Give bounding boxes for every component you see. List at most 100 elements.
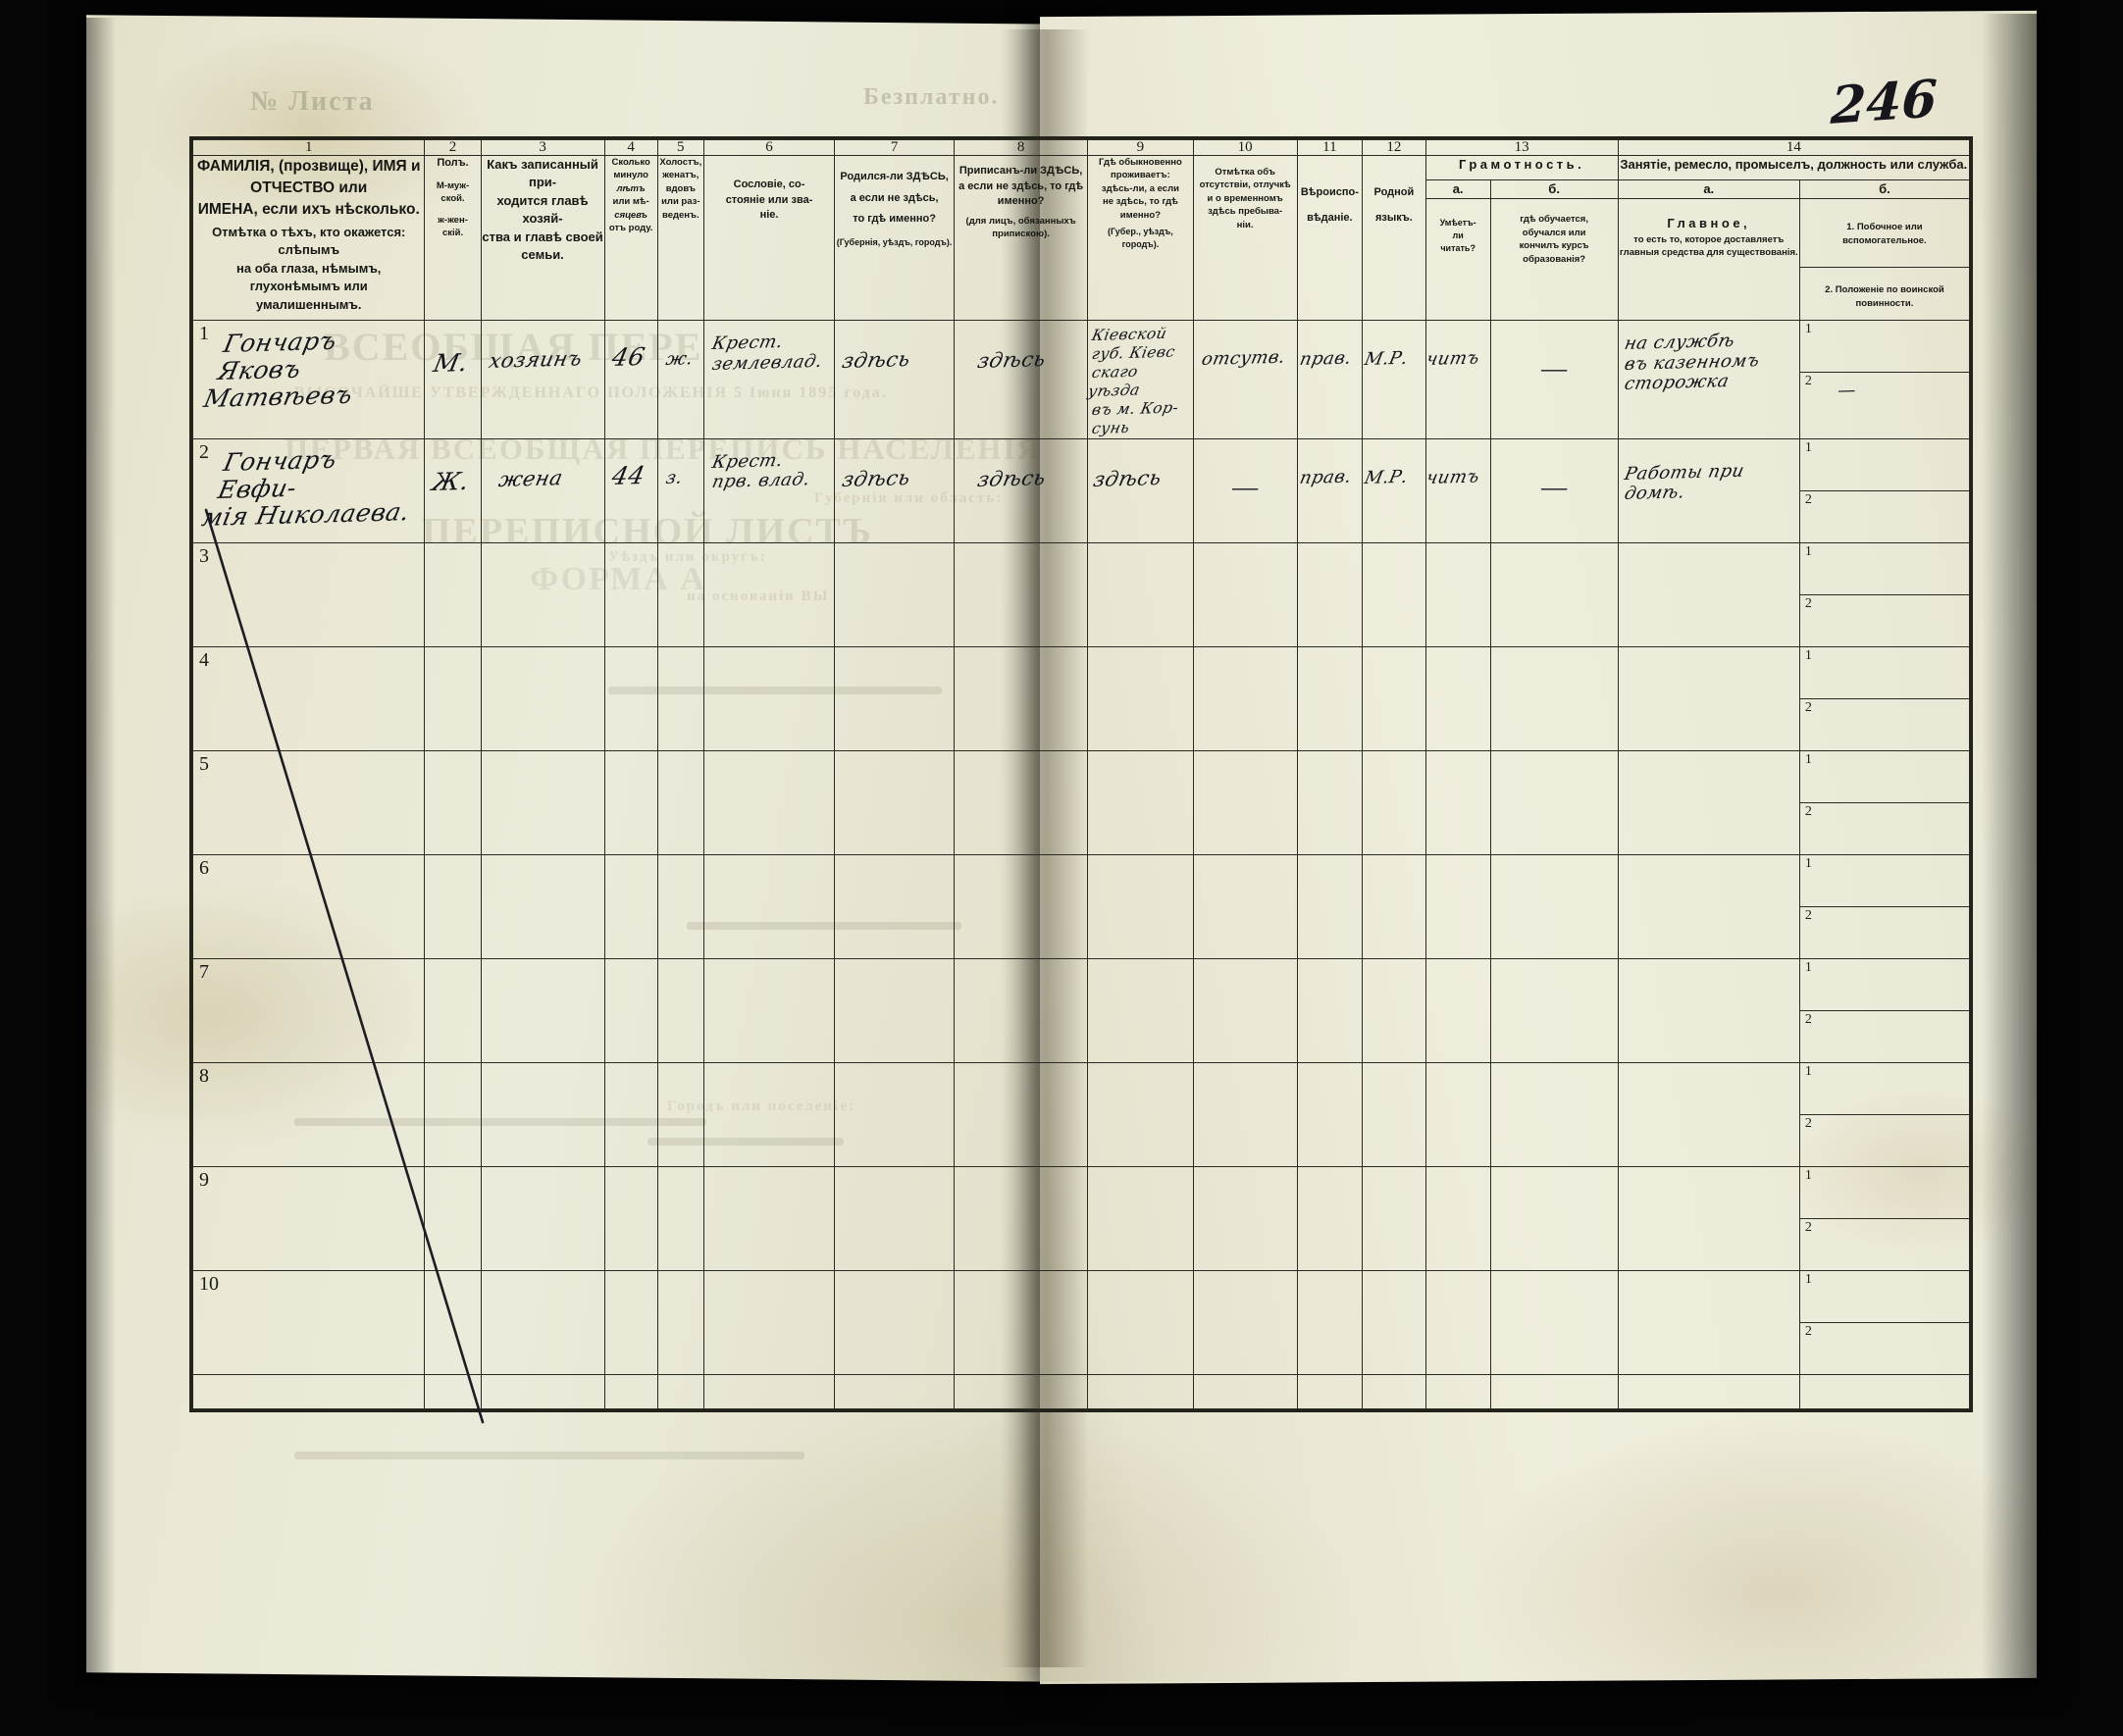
cell-religion[interactable] bbox=[1296, 957, 1364, 1063]
cell-religion[interactable] bbox=[1296, 749, 1364, 855]
military-status-slot[interactable]: 2 bbox=[1800, 491, 1969, 542]
cell-registration[interactable] bbox=[954, 957, 1089, 1063]
cell-language[interactable] bbox=[1362, 853, 1426, 959]
cell-marital[interactable] bbox=[656, 749, 704, 855]
cell-literacy-a[interactable] bbox=[1424, 1269, 1491, 1375]
cell-sex[interactable] bbox=[424, 1165, 482, 1271]
occupation-side-slot[interactable]: 1 bbox=[1799, 1167, 1969, 1219]
cell-absence[interactable] bbox=[1192, 749, 1298, 855]
cell-sex[interactable] bbox=[424, 749, 482, 855]
cell-religion[interactable] bbox=[1296, 853, 1364, 959]
cell-sex[interactable] bbox=[424, 645, 482, 751]
cell-literacy-b[interactable] bbox=[1489, 749, 1619, 855]
cell-language[interactable] bbox=[1362, 1165, 1426, 1271]
cell-estate[interactable] bbox=[702, 957, 836, 1063]
cell-residence[interactable] bbox=[1087, 1061, 1194, 1167]
cell-birthplace[interactable] bbox=[834, 645, 956, 751]
cell-language[interactable] bbox=[1362, 645, 1426, 751]
cell-birthplace[interactable]: здѣсь bbox=[834, 437, 956, 543]
cell-literacy-a[interactable] bbox=[1424, 645, 1491, 751]
cell-occupation-main[interactable] bbox=[1617, 749, 1800, 855]
cell-name[interactable]: 9 bbox=[191, 1165, 426, 1271]
cell-residence[interactable]: здѣсь bbox=[1087, 437, 1194, 543]
cell-marital[interactable] bbox=[656, 1269, 704, 1375]
cell-literacy-b[interactable] bbox=[1489, 1269, 1619, 1375]
cell-relation[interactable] bbox=[480, 957, 605, 1063]
cell-literacy-b[interactable] bbox=[1489, 853, 1619, 959]
cell-religion[interactable] bbox=[1296, 1269, 1364, 1375]
cell-name[interactable]: 1 Гончаръ Яковъ Матвѣевъ bbox=[191, 320, 426, 439]
cell-registration[interactable] bbox=[954, 1061, 1089, 1167]
cell-age[interactable] bbox=[603, 645, 658, 751]
cell-registration[interactable] bbox=[954, 645, 1089, 751]
cell-sex[interactable]: М. bbox=[424, 320, 482, 439]
cell-language[interactable] bbox=[1362, 1269, 1426, 1375]
table-row[interactable]: 1 Гончаръ Яковъ Матвѣевъ М. хозяинъ 46 ж… bbox=[191, 320, 1971, 439]
cell-religion[interactable]: прав. bbox=[1296, 320, 1364, 439]
cell-literacy-b[interactable] bbox=[1489, 1061, 1619, 1167]
cell-marital[interactable] bbox=[656, 645, 704, 751]
cell-literacy-b[interactable] bbox=[1489, 1165, 1619, 1271]
cell-registration[interactable] bbox=[954, 1269, 1089, 1375]
table-row[interactable]: 10 1 2 bbox=[191, 1269, 1971, 1375]
occupation-side-slot[interactable]: 1 bbox=[1799, 959, 1969, 1011]
cell-birthplace[interactable] bbox=[834, 853, 956, 959]
occupation-side-slot[interactable]: 1 bbox=[1799, 439, 1969, 491]
cell-estate[interactable] bbox=[702, 1165, 836, 1271]
cell-absence[interactable] bbox=[1192, 957, 1298, 1063]
cell-language[interactable] bbox=[1362, 957, 1426, 1063]
cell-occupation-main[interactable] bbox=[1617, 1269, 1800, 1375]
military-status-slot[interactable]: 2 bbox=[1800, 1219, 1969, 1270]
cell-estate[interactable]: Крест. прв. влад. bbox=[702, 437, 836, 543]
cell-residence[interactable] bbox=[1087, 853, 1194, 959]
cell-absence[interactable] bbox=[1192, 645, 1298, 751]
cell-residence[interactable] bbox=[1087, 1269, 1194, 1375]
cell-age[interactable] bbox=[603, 541, 658, 647]
military-status-slot[interactable]: 2 — bbox=[1800, 373, 1969, 424]
cell-relation[interactable] bbox=[480, 1061, 605, 1167]
cell-residence[interactable] bbox=[1087, 1165, 1194, 1271]
cell-language[interactable] bbox=[1362, 541, 1426, 647]
cell-relation[interactable]: жена bbox=[480, 437, 605, 543]
cell-age[interactable] bbox=[603, 957, 658, 1063]
cell-religion[interactable] bbox=[1296, 645, 1364, 751]
cell-literacy-b[interactable] bbox=[1489, 645, 1619, 751]
cell-age[interactable] bbox=[603, 1165, 658, 1271]
occupation-side-slot[interactable]: 1 bbox=[1799, 855, 1969, 907]
cell-absence[interactable] bbox=[1192, 1061, 1298, 1167]
cell-birthplace[interactable] bbox=[834, 1061, 956, 1167]
cell-relation[interactable]: хозяинъ bbox=[480, 320, 605, 439]
cell-marital[interactable]: з. bbox=[656, 437, 704, 543]
cell-sex[interactable] bbox=[424, 853, 482, 959]
cell-occupation-main[interactable]: Работы при домѣ. bbox=[1617, 437, 1800, 543]
cell-occupation-main[interactable] bbox=[1617, 1165, 1800, 1271]
cell-literacy-a[interactable] bbox=[1424, 749, 1491, 855]
cell-marital[interactable] bbox=[656, 1165, 704, 1271]
cell-occupation-main[interactable] bbox=[1617, 645, 1800, 751]
military-status-slot[interactable]: 2 bbox=[1800, 1115, 1969, 1166]
cell-literacy-b[interactable] bbox=[1489, 541, 1619, 647]
cell-age[interactable] bbox=[603, 1061, 658, 1167]
cell-relation[interactable] bbox=[480, 541, 605, 647]
cell-literacy-b[interactable]: — bbox=[1489, 437, 1619, 543]
cell-birthplace[interactable] bbox=[834, 541, 956, 647]
cell-birthplace[interactable] bbox=[834, 749, 956, 855]
cell-occupation-main[interactable] bbox=[1617, 1061, 1800, 1167]
military-status-slot[interactable]: 2 bbox=[1800, 699, 1969, 750]
cell-absence[interactable]: — bbox=[1192, 437, 1298, 543]
cell-estate[interactable] bbox=[702, 1061, 836, 1167]
cell-religion[interactable]: прав. bbox=[1296, 437, 1364, 543]
cell-name[interactable]: 4 bbox=[191, 645, 426, 751]
cell-language[interactable]: М.Р. bbox=[1362, 320, 1426, 439]
cell-sex[interactable] bbox=[424, 1269, 482, 1375]
cell-marital[interactable] bbox=[656, 853, 704, 959]
cell-occupation-main[interactable] bbox=[1617, 541, 1800, 647]
cell-marital[interactable] bbox=[656, 1061, 704, 1167]
